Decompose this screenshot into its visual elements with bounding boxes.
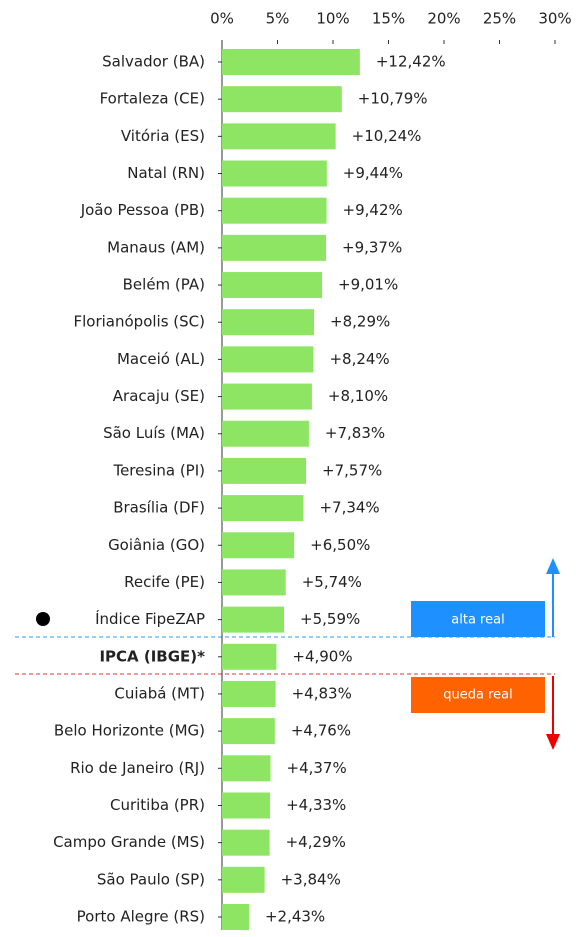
bar [222, 606, 285, 633]
bar [222, 904, 249, 930]
x-tick-label: 0% [210, 10, 234, 28]
annotation: queda real [443, 688, 512, 703]
y-tick-label: Curitiba (PR) [110, 796, 205, 814]
annotation: alta real [451, 613, 504, 628]
y-tick-label: Recife (PE) [124, 573, 205, 591]
x-tick-label: 15% [372, 10, 405, 28]
bar [222, 569, 286, 596]
value-label: +4,37% [287, 759, 347, 777]
y-tick-label: Campo Grande (MS) [53, 833, 205, 851]
value-label: +9,42% [343, 201, 403, 219]
bar [222, 234, 327, 261]
value-label: +8,24% [329, 350, 389, 368]
bar [222, 718, 275, 745]
marker-dot [36, 612, 50, 626]
y-tick-label: Vitória (ES) [121, 127, 205, 145]
y-tick-label: Maceió (AL) [117, 350, 205, 368]
bar [222, 755, 271, 782]
value-label: +2,43% [265, 908, 325, 926]
bar [222, 86, 342, 113]
bar [222, 49, 360, 75]
value-label: +8,29% [330, 313, 390, 331]
value-label: +7,57% [322, 461, 382, 479]
y-tick-label: Belo Horizonte (MG) [54, 722, 205, 740]
y-tick-label: IPCA (IBGE)* [99, 647, 205, 665]
value-label: +7,83% [325, 424, 385, 442]
value-label: +10,24% [352, 127, 422, 145]
y-tick-label: Natal (RN) [127, 164, 205, 182]
y-tick-label: Cuiabá (MT) [114, 684, 205, 702]
value-label: +9,44% [343, 164, 403, 182]
bar [222, 643, 277, 670]
annotation-box [411, 601, 545, 637]
y-tick-label: Florianópolis (SC) [74, 313, 206, 331]
y-tick-label: Manaus (AM) [107, 238, 205, 256]
y-tick-label: Belém (PA) [123, 276, 205, 294]
bar [222, 792, 271, 819]
value-label: +10,79% [358, 90, 428, 108]
x-tick-label: 5% [266, 10, 290, 28]
value-label: +4,33% [286, 796, 346, 814]
bar [222, 457, 307, 484]
bar [222, 532, 295, 559]
y-tick-label: Índice FipeZAP [95, 609, 205, 628]
bar [222, 346, 314, 373]
y-tick-label: Salvador (BA) [102, 53, 205, 71]
y-tick-label: São Paulo (SP) [97, 870, 205, 888]
value-label: +6,50% [310, 536, 370, 554]
value-label: +5,74% [302, 573, 362, 591]
value-label: +4,29% [286, 833, 346, 851]
y-tick-label: Aracaju (SE) [113, 387, 205, 405]
y-tick-label: Brasília (DF) [113, 499, 205, 517]
arrow-head [546, 558, 560, 574]
y-tick-label: Goiânia (GO) [108, 536, 205, 554]
bar [222, 495, 304, 522]
value-label: +8,10% [328, 387, 388, 405]
y-tick-label: Rio de Janeiro (RJ) [70, 759, 205, 777]
y-tick-label: Fortaleza (CE) [100, 90, 205, 108]
arrow-head [546, 734, 560, 750]
bar [222, 160, 327, 187]
bar [222, 272, 323, 299]
value-label: +3,84% [281, 870, 341, 888]
y-tick-label: São Luís (MA) [103, 424, 205, 442]
bar [222, 309, 315, 336]
bar [222, 197, 327, 224]
annotation-box [411, 677, 545, 713]
bar [222, 680, 276, 707]
y-tick-label: Teresina (PI) [112, 461, 205, 479]
bar [222, 866, 265, 893]
bar [222, 383, 312, 410]
x-tick-label: 30% [538, 10, 571, 28]
value-label: +7,34% [319, 499, 379, 517]
value-label: +4,76% [291, 722, 351, 740]
bar [222, 123, 336, 150]
x-tick-label: 20% [427, 10, 460, 28]
x-tick-label: 25% [483, 10, 516, 28]
x-tick-label: 10% [316, 10, 349, 28]
bar [222, 829, 270, 856]
bar [222, 420, 309, 447]
y-tick-label: Porto Alegre (RS) [77, 908, 205, 926]
value-label: +12,42% [376, 53, 446, 71]
value-label: +4,83% [292, 684, 352, 702]
value-label: +9,01% [338, 276, 398, 294]
value-label: +4,90% [292, 647, 352, 665]
y-tick-label: João Pessoa (PB) [80, 201, 205, 219]
value-label: +9,37% [342, 238, 402, 256]
value-label: +5,59% [300, 610, 360, 628]
